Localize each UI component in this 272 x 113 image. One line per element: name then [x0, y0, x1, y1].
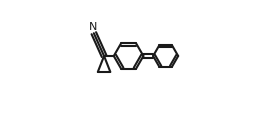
Text: N: N [89, 22, 97, 32]
